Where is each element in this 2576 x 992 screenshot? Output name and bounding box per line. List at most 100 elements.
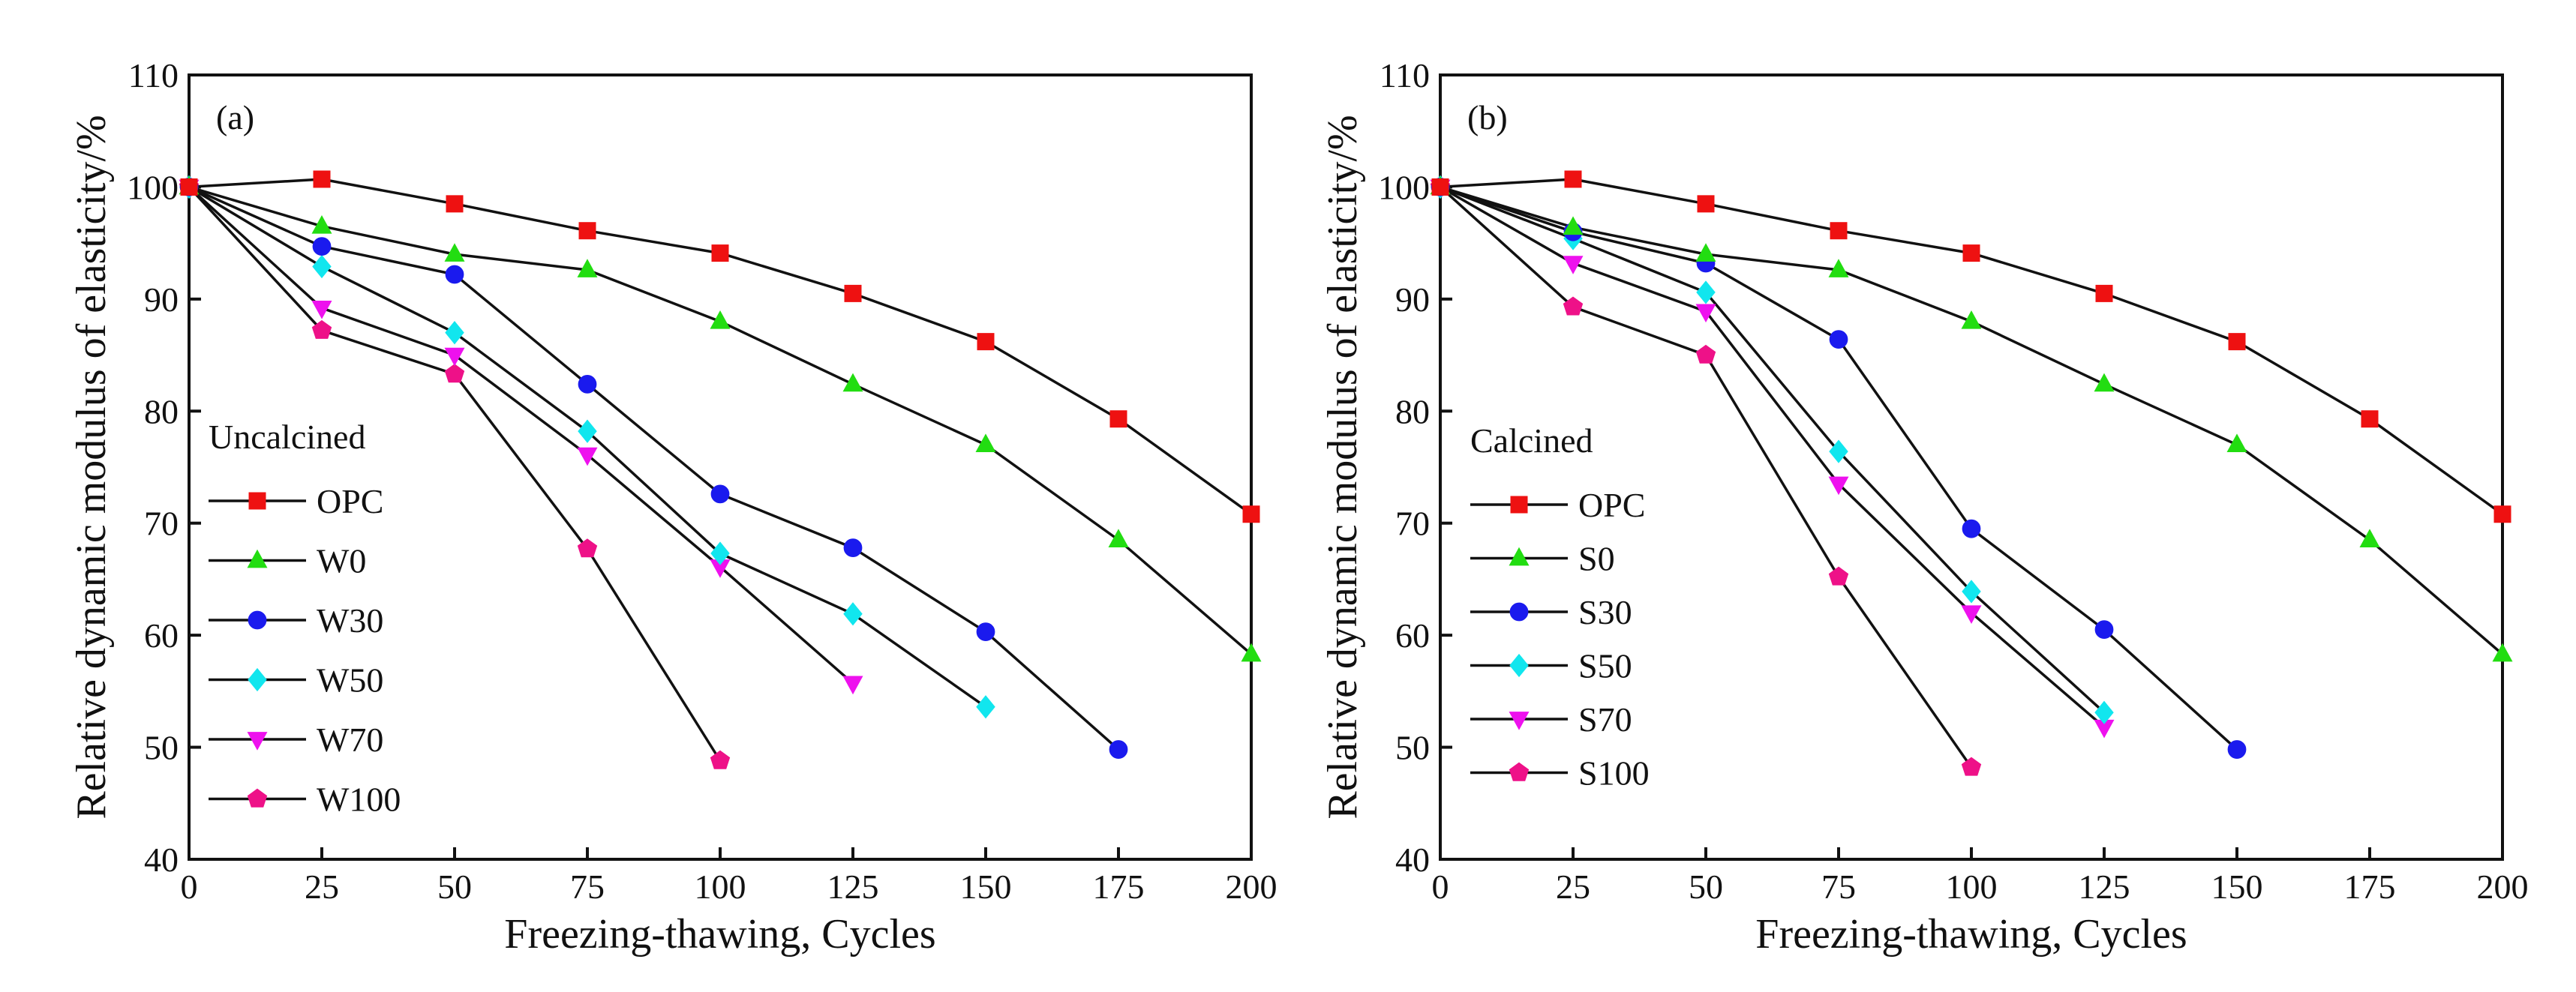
data-point-w50: [843, 602, 863, 626]
legend-label: S70: [1578, 700, 1632, 739]
legend-marker-s100: [1509, 762, 1530, 781]
data-point-opc: [1431, 178, 1449, 196]
data-point-w0: [577, 259, 598, 277]
legend-label: W70: [317, 721, 383, 759]
legend-marker-w100: [247, 788, 268, 808]
data-point-s50: [1962, 580, 1981, 604]
y-tick-label: 70: [1395, 505, 1430, 543]
x-tick-label: 150: [960, 868, 1012, 906]
data-point-opc: [180, 178, 198, 196]
y-tick-label: 80: [1395, 392, 1430, 430]
data-point-opc: [1109, 410, 1127, 428]
data-point-w100: [311, 319, 332, 339]
data-point-s100: [1961, 757, 1982, 776]
series-line-s70: [1440, 185, 2106, 729]
series-line-s50: [1440, 185, 2106, 714]
data-point-s100: [1828, 566, 1849, 586]
y-tick-label: 60: [144, 616, 179, 655]
data-point-opc: [1830, 222, 1848, 240]
data-point-s70: [1828, 476, 1849, 496]
x-axis-title: Freezing-thawing, Cycles: [504, 911, 935, 958]
legend-label: S50: [1578, 647, 1632, 685]
series-line-opc: [188, 178, 1253, 516]
y-tick-label: 60: [1395, 616, 1430, 655]
data-point-s0: [2492, 643, 2513, 662]
data-point-s30: [2227, 740, 2247, 759]
y-tick-label: 110: [128, 56, 179, 94]
x-tick-label: 150: [2211, 868, 2263, 906]
data-point-s0: [2226, 433, 2247, 452]
plot-frame: [1439, 73, 2504, 861]
data-point-s0: [2094, 373, 2115, 392]
series-line-w70: [188, 186, 854, 685]
x-tick-label: 75: [1821, 868, 1856, 906]
legend-label: OPC: [317, 482, 383, 520]
data-point-opc: [2361, 410, 2379, 428]
legend-marker-s70: [1509, 712, 1530, 730]
data-point-w30: [843, 538, 863, 557]
data-point-s0: [1695, 243, 1716, 262]
panel-label: (b): [1467, 98, 1508, 136]
legend-marker-opc: [248, 492, 266, 510]
x-tick-label: 100: [695, 868, 746, 906]
data-point-opc: [446, 195, 464, 213]
x-tick-label: 200: [1226, 868, 1277, 906]
y-tick-label: 90: [1395, 280, 1430, 319]
y-tick-label: 50: [1395, 729, 1430, 767]
data-point-w0: [842, 373, 863, 392]
legend-label: W30: [317, 601, 383, 640]
y-tick-label: 50: [144, 729, 179, 767]
legend-title: Calcined: [1470, 421, 1593, 460]
data-point-w0: [1108, 529, 1129, 547]
legend-label: S0: [1578, 540, 1615, 578]
data-point-w0: [710, 310, 731, 329]
legend-marker-s50: [1509, 653, 1529, 678]
data-point-w30: [312, 237, 332, 256]
x-tick-label: 0: [181, 868, 198, 906]
data-point-s0: [1961, 310, 1982, 329]
legend-marker-opc: [1510, 496, 1528, 514]
legend-marker-s0: [1509, 547, 1530, 566]
legend-title: Uncalcined: [209, 418, 365, 456]
data-point-w30: [578, 375, 597, 394]
y-tick-label: 70: [144, 505, 179, 543]
y-tick-label: 100: [127, 168, 179, 206]
x-tick-label: 50: [437, 868, 472, 906]
data-point-w30: [976, 622, 995, 642]
series-line-w30: [188, 185, 1120, 751]
data-point-s30: [1829, 330, 1848, 349]
x-tick-label: 125: [827, 868, 879, 906]
data-point-s70: [1961, 605, 1982, 625]
data-point-w50: [976, 695, 995, 719]
data-point-s30: [1962, 519, 1981, 538]
data-point-s0: [2359, 529, 2380, 547]
data-point-opc: [1242, 505, 1260, 523]
legend-label: W100: [317, 781, 401, 819]
data-point-s0: [1828, 259, 1849, 277]
data-point-opc: [2228, 333, 2246, 351]
data-point-w50: [445, 321, 464, 345]
data-point-w70: [842, 676, 863, 695]
data-point-s70: [1695, 304, 1716, 323]
y-tick-label: 90: [144, 280, 179, 319]
data-point-s100: [1563, 296, 1584, 316]
data-point-opc: [578, 222, 596, 240]
legend-label: W50: [317, 661, 383, 700]
legend-marker-w70: [247, 732, 268, 751]
data-point-w100: [577, 538, 598, 558]
data-point-w30: [710, 484, 730, 504]
data-point-w30: [445, 265, 464, 284]
x-tick-label: 125: [2079, 868, 2130, 906]
data-point-opc: [844, 284, 862, 302]
data-point-s100: [1695, 344, 1716, 364]
data-point-w0: [1241, 643, 1262, 662]
data-point-opc: [2493, 505, 2511, 523]
x-tick-label: 200: [2477, 868, 2529, 906]
y-tick-label: 100: [1378, 168, 1430, 206]
panel-b: 0 25 50 75 100 125 150 175 200 40 50 60 70 80 90 100 110…: [1320, 56, 2529, 958]
legend-label: OPC: [1578, 486, 1645, 524]
x-tick-label: 25: [305, 868, 339, 906]
series-line-s100: [1439, 186, 1973, 769]
data-point-opc: [1564, 170, 1582, 188]
